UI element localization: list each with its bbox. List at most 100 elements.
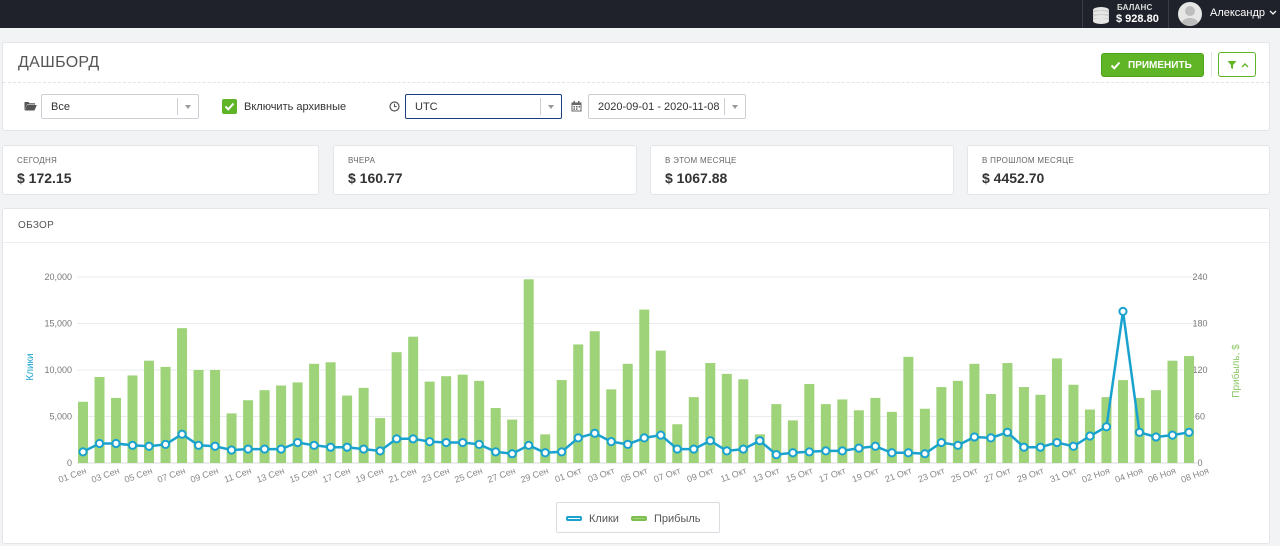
clicks-point: [309, 440, 319, 450]
clicks-point: [474, 439, 484, 449]
stat-value: $ 1067.88: [665, 170, 728, 186]
x-tick-label: 31 Окт: [1049, 465, 1078, 484]
x-tick-label: 17 Окт: [818, 465, 847, 484]
x-tick-label: 19 Сен: [354, 465, 385, 484]
clicks-point: [837, 446, 847, 456]
profit-bar: [391, 352, 402, 463]
clicks-point: [408, 434, 418, 444]
page-title: ДАШБОРД: [18, 54, 100, 71]
x-tick-label: 29 Окт: [1016, 465, 1045, 484]
profit-bar: [441, 376, 452, 463]
profit-bar: [1068, 384, 1079, 463]
clicks-point: [705, 436, 715, 446]
legend-item-clicks[interactable]: Клики: [589, 513, 619, 525]
clicks-point: [936, 437, 946, 448]
profit-bar: [226, 413, 237, 463]
chevron-down-icon: [732, 105, 738, 109]
clicks-point: [127, 440, 138, 450]
y-right-tick-label: 0: [1197, 458, 1202, 468]
stat-card-this-month: В ЭТОМ МЕСЯЦЕ $ 1067.88: [650, 145, 954, 195]
x-tick-label: 02 Ноя: [1081, 465, 1112, 484]
timezone-select-value: UTC: [415, 101, 438, 113]
profit-bar: [721, 373, 732, 463]
folder-open-icon: [24, 102, 37, 111]
profit-bar: [688, 397, 699, 463]
x-tick-label: 09 Сен: [189, 465, 220, 484]
clicks-point: [969, 432, 980, 442]
profit-bar: [1117, 380, 1128, 463]
overview-chart: 0 0 5,000 60 10,000 120 15,000 180 20,000 240 Клик…: [25, 272, 1242, 485]
profit-bar: [837, 399, 848, 463]
profit-bar: [771, 404, 782, 463]
profit-bar: [903, 356, 914, 463]
clicks-point: [722, 446, 732, 456]
profit-bar: [672, 424, 683, 463]
stat-label: В ПРОШЛОМ МЕСЯЦЕ: [982, 156, 1074, 165]
legend-item-profit[interactable]: Прибыль: [654, 513, 701, 525]
x-tick-label: 06 Ноя: [1147, 465, 1178, 484]
clicks-point: [920, 449, 930, 459]
profit-bar: [655, 350, 666, 463]
clicks-point: [1151, 432, 1161, 442]
clicks-point: [953, 440, 963, 450]
clicks-point: [210, 441, 220, 451]
y-left-tick-label: 15,000: [44, 319, 72, 329]
chevron-down-icon: [548, 105, 554, 109]
filters-panel: ДАШБОРД ПРИМЕНИТЬ Все Включить архивные …: [2, 42, 1270, 131]
balance-widget[interactable]: БАЛАНС $ 928.80: [1090, 2, 1166, 26]
profit-bar: [292, 382, 303, 463]
x-tick-label: 07 Сен: [156, 465, 187, 484]
profit-bar: [589, 331, 600, 463]
clicks-point: [639, 433, 649, 443]
topbar-divider: [1082, 0, 1083, 28]
date-range-value: 2020-09-01 - 2020-11-08: [598, 101, 720, 113]
filter-toggle-button[interactable]: [1218, 52, 1256, 77]
profit-bar: [243, 400, 254, 463]
clicks-point: [392, 434, 402, 444]
clicks-point: [573, 433, 583, 443]
profit-bar: [342, 395, 353, 463]
filter-icon: [1227, 61, 1237, 69]
profit-bar: [1035, 394, 1046, 463]
profit-bar: [144, 360, 155, 463]
profit-bar: [358, 387, 369, 463]
profit-bar: [309, 363, 320, 463]
clicks-point: [491, 447, 501, 457]
x-tick-label: 03 Окт: [586, 465, 615, 484]
x-tick-label: 11 Окт: [719, 465, 748, 484]
chevron-down-icon: [185, 105, 191, 109]
stat-label: СЕГОДНЯ: [17, 156, 58, 165]
clicks-point: [342, 442, 352, 452]
chevron-down-icon: [1269, 10, 1277, 15]
y-left-tick-label: 0: [67, 458, 72, 468]
stat-card-today: СЕГОДНЯ $ 172.15: [2, 145, 319, 195]
x-tick-label: 23 Сен: [420, 465, 451, 484]
clock-icon: [389, 101, 400, 112]
profit-bar: [474, 380, 485, 463]
timezone-select[interactable]: UTC: [405, 94, 562, 119]
clicks-point: [1052, 437, 1062, 448]
x-tick-label: 15 Сен: [288, 465, 319, 484]
profit-bar: [573, 344, 584, 463]
include-archived-label: Включить архивные: [244, 101, 347, 113]
apply-button[interactable]: ПРИМЕНИТЬ: [1101, 53, 1204, 77]
stat-value: $ 160.77: [348, 170, 403, 186]
clicks-point: [656, 430, 666, 440]
clicks-point: [1101, 422, 1112, 432]
campaign-select[interactable]: Все: [41, 94, 199, 119]
legend-swatch-profit: [631, 516, 647, 521]
include-archived-checkbox[interactable]: [222, 99, 237, 114]
date-range-select[interactable]: 2020-09-01 - 2020-11-08: [588, 94, 746, 119]
clicks-point: [1035, 442, 1046, 452]
x-tick-label: 08 Ноя: [1180, 465, 1211, 484]
profit-bar: [523, 279, 534, 463]
profit-bar: [457, 374, 468, 463]
balance-value: $ 928.80: [1116, 13, 1159, 25]
user-menu[interactable]: Александр: [1176, 0, 1280, 28]
balance-label: БАЛАНС: [1117, 3, 1153, 12]
profit-bar: [952, 380, 963, 463]
y-left-tick-label: 5,000: [49, 412, 72, 422]
x-tick-label: 21 Окт: [884, 465, 913, 484]
clicks-point: [177, 429, 187, 439]
stat-value: $ 4452.70: [982, 170, 1045, 186]
